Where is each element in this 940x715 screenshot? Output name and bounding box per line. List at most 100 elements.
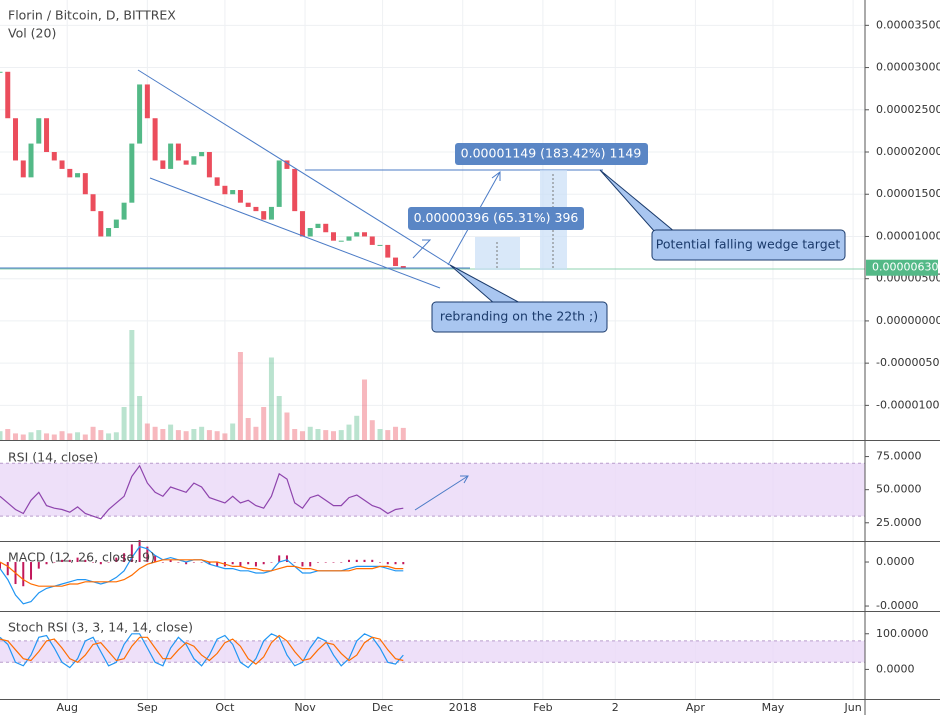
candle [67,168,73,178]
y-tick-label: 0.00001500 [876,187,940,200]
y-tick-label: 0.00001000 [876,229,940,242]
annotation-box [408,207,584,230]
histogram-bar [123,553,126,563]
volume-bar [284,412,290,440]
y-tick-label: 0.00000000 [876,314,940,327]
histogram-bar [247,562,250,565]
volume-bar [206,430,212,440]
y-tick-label: 0.00002500 [876,103,940,116]
candle [168,143,174,169]
candle [98,211,104,237]
volume-bar [137,396,143,440]
x-tick-label: 2 [612,701,619,714]
candle [268,206,274,220]
candle [292,168,298,212]
histogram-bar [115,557,118,563]
candle [261,211,267,220]
marks [0,71,406,669]
histogram-bar [278,555,281,563]
histogram-bar [177,562,180,563]
volume-bar [36,430,42,440]
histogram-bar [37,562,40,569]
last-price-tag [866,259,938,276]
histogram-bar [6,562,9,576]
candle [245,202,251,207]
x-tick-label: Feb [533,701,552,714]
histogram-bar [138,540,141,563]
volume-bar [168,424,174,440]
histogram-bar [301,562,304,567]
histogram-bar [0,562,1,569]
candle [51,152,57,161]
candle [230,190,236,195]
candle [20,160,26,178]
y-tick-label: 0.00003000 [876,61,940,74]
histogram-bar [192,562,195,563]
histogram-bar [309,562,312,567]
y-tick-label: 0.00002000 [876,145,940,158]
candle [338,240,344,242]
arrow-head [491,171,501,181]
callout: rebranding on the 22th ;) [440,309,598,324]
arrow-head [460,475,469,484]
wedge-lower [149,177,441,289]
volume-bar [59,431,65,440]
volume-bar [315,429,321,440]
volume-bar [121,407,127,440]
candle [191,156,197,165]
y-tick-label: 0.0000 [876,555,915,568]
volume-bar [268,357,274,440]
candle [90,194,96,212]
volume-bar [129,330,135,440]
rsi-arrow [414,475,469,511]
histogram-bar [92,562,95,563]
volume-bar [144,423,150,440]
target-box [475,237,520,270]
candle [5,71,11,119]
indicator-line [0,559,404,587]
histogram-bar [154,555,157,563]
candle [237,190,243,203]
volume-bar [175,430,181,440]
callout-box [651,229,846,261]
bands [0,462,865,663]
volume-bar [377,429,383,440]
volume-bar [5,429,11,440]
volume-bar [369,420,375,440]
histogram-bar [146,546,149,563]
candle [323,223,329,233]
x-tick-label: Aug [56,701,77,714]
candle [160,160,166,169]
candle [59,160,65,169]
volume-bar [299,431,305,440]
histogram-bar [161,562,164,563]
histogram-bar [30,562,33,580]
candle [44,118,50,153]
y-tick-label: -0.00001000 [876,398,940,411]
volume-bar [338,430,344,440]
candle [199,152,205,157]
histogram-bar [347,559,350,563]
histogram-bar [107,562,110,563]
volume-bar [214,431,220,440]
y-tick-label: 0.00003500 [876,18,940,31]
volume-bar [152,426,158,440]
histogram-bar [84,559,87,563]
x-tick-label: Nov [294,701,316,714]
histogram-bar [332,562,335,563]
volume-bar [292,429,298,440]
histogram-bar [293,562,296,563]
histogram-bar [45,562,48,565]
volume-bar [191,429,197,440]
histogram-bar [130,544,133,563]
histogram-bar [22,562,25,587]
candle [183,160,189,165]
pane-title: MACD (12, 26, close, 9) [8,550,155,565]
volume-bar [183,431,189,440]
histogram-bar [61,559,64,563]
candle [144,84,150,119]
candle [377,244,383,246]
volume-bar [245,418,251,440]
volume-bar [307,426,313,440]
